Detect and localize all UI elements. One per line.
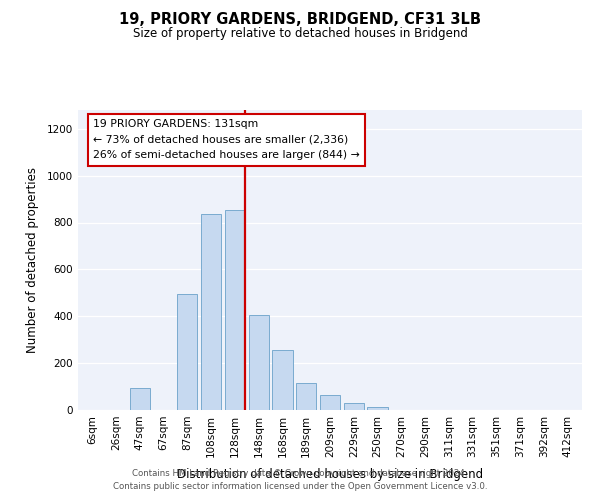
Text: 19 PRIORY GARDENS: 131sqm
← 73% of detached houses are smaller (2,336)
26% of se: 19 PRIORY GARDENS: 131sqm ← 73% of detac…: [93, 119, 360, 160]
Y-axis label: Number of detached properties: Number of detached properties: [26, 167, 38, 353]
Bar: [272, 350, 293, 410]
X-axis label: Distribution of detached houses by size in Bridgend: Distribution of detached houses by size …: [177, 468, 483, 481]
Bar: [248, 315, 269, 410]
Bar: [320, 395, 340, 410]
Bar: [177, 294, 197, 410]
Text: 19, PRIORY GARDENS, BRIDGEND, CF31 3LB: 19, PRIORY GARDENS, BRIDGEND, CF31 3LB: [119, 12, 481, 28]
Text: Contains public sector information licensed under the Open Government Licence v3: Contains public sector information licen…: [113, 482, 487, 491]
Bar: [344, 403, 364, 410]
Text: Size of property relative to detached houses in Bridgend: Size of property relative to detached ho…: [133, 28, 467, 40]
Bar: [296, 383, 316, 410]
Bar: [225, 210, 245, 410]
Text: Contains HM Land Registry data © Crown copyright and database right 2024.: Contains HM Land Registry data © Crown c…: [132, 468, 468, 477]
Bar: [367, 407, 388, 410]
Bar: [201, 214, 221, 410]
Bar: [130, 388, 150, 410]
